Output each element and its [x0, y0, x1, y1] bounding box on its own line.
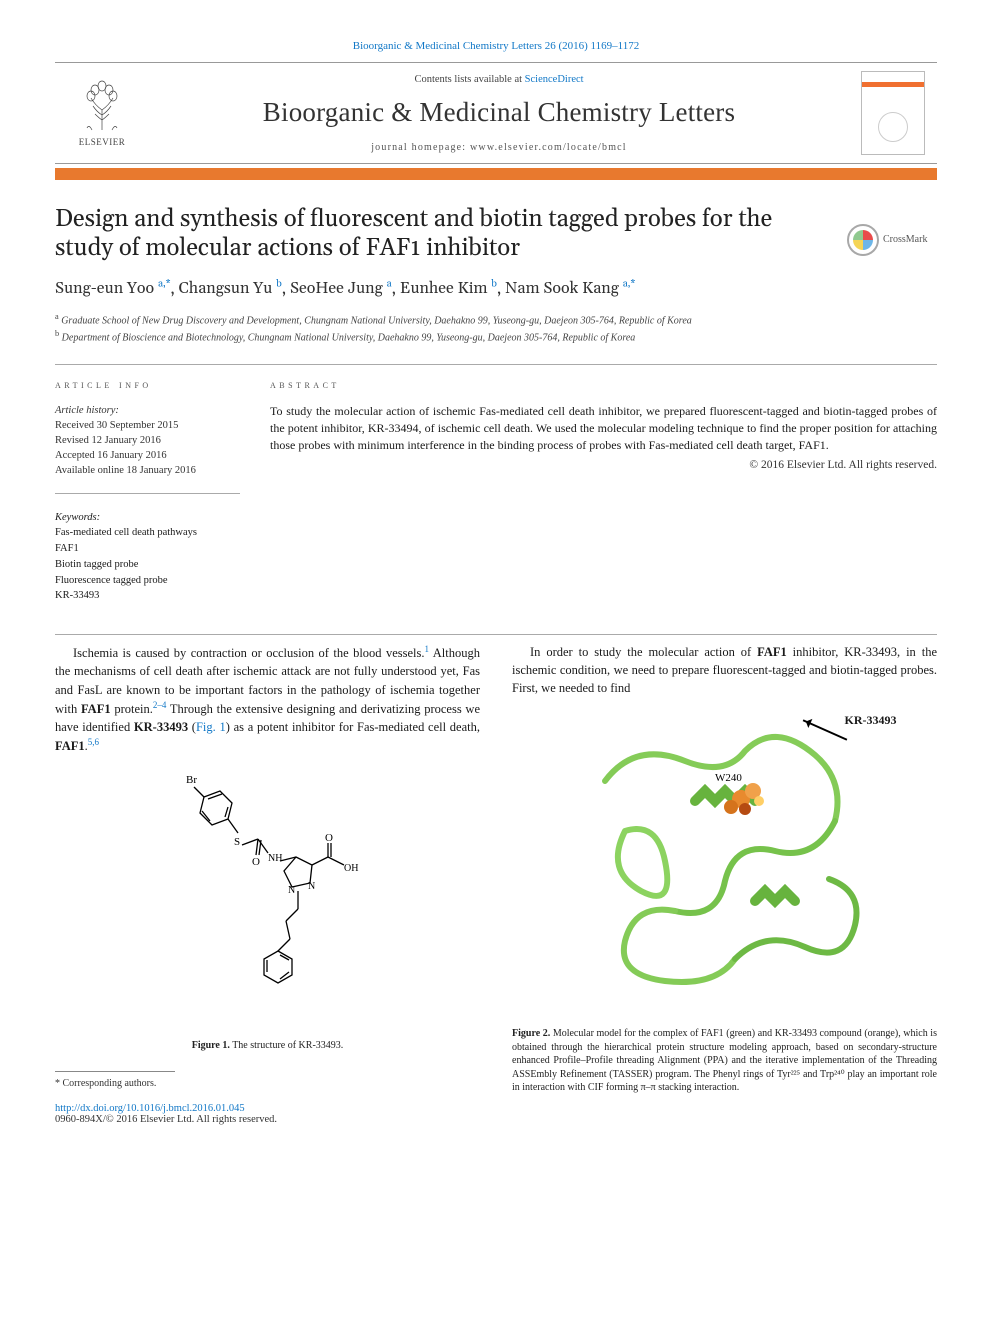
- svg-text:NH: NH: [268, 853, 282, 864]
- affil-link[interactable]: a,*: [158, 279, 170, 291]
- affil-link[interactable]: b: [276, 279, 282, 291]
- sciencedirect-link[interactable]: ScienceDirect: [525, 74, 584, 85]
- svg-text:O: O: [252, 856, 260, 868]
- svg-text:N: N: [308, 881, 315, 892]
- crossmark-icon: [847, 224, 879, 256]
- orange-divider-bar: [55, 168, 937, 180]
- journal-cover-thumb: [861, 71, 925, 155]
- journal-homepage: journal homepage: www.elsevier.com/locat…: [137, 142, 861, 153]
- svg-text:O: O: [325, 832, 333, 844]
- doi-link[interactable]: http://dx.doi.org/10.1016/j.bmcl.2016.01…: [55, 1103, 480, 1114]
- bottom-copyright: 0960-894X/© 2016 Elsevier Ltd. All right…: [55, 1114, 480, 1125]
- abstract-text: To study the molecular action of ischemi…: [270, 403, 937, 455]
- article-title: Design and synthesis of fluorescent and …: [55, 206, 937, 265]
- footnote-rule: [55, 1071, 175, 1072]
- publisher-name: ELSEVIER: [79, 137, 126, 147]
- keywords: Keywords: Fas-mediated cell death pathwa…: [55, 510, 240, 605]
- affil-link[interactable]: a,*: [623, 279, 635, 291]
- figure-1: Br S O NH: [55, 769, 480, 1053]
- elsevier-logo: ELSEVIER: [67, 73, 137, 153]
- contents-line: Contents lists available at ScienceDirec…: [137, 74, 861, 85]
- body-paragraph: Ischemia is caused by contraction or occ…: [55, 643, 480, 755]
- figure-2-ligand-label: KR-33493: [845, 713, 897, 728]
- author: Eunhee Kim b: [400, 279, 497, 299]
- affil-link[interactable]: b: [491, 279, 497, 291]
- figure-ref-link[interactable]: Fig. 1: [196, 720, 226, 734]
- svg-text:Br: Br: [186, 774, 197, 786]
- author: SeoHee Jung a: [290, 279, 392, 299]
- figure-1-caption: Figure 1. The structure of KR-33493.: [55, 1039, 480, 1053]
- author-list: Sung-eun Yoo a,*, Changsun Yu b, SeoHee …: [55, 279, 937, 299]
- ref-link[interactable]: 5,6: [88, 737, 99, 747]
- abstract-copyright: © 2016 Elsevier Ltd. All rights reserved…: [270, 459, 937, 471]
- svg-text:W240: W240: [715, 772, 742, 784]
- svg-text:S: S: [234, 836, 240, 848]
- crossmark-badge[interactable]: CrossMark: [847, 221, 937, 259]
- section-divider: [55, 634, 937, 635]
- svg-text:OH: OH: [344, 863, 358, 874]
- author: Nam Sook Kang a,*: [505, 279, 635, 299]
- ref-link[interactable]: 2–4: [153, 700, 167, 710]
- svg-text:N: N: [288, 885, 295, 896]
- affiliations: a Graduate School of New Drug Discovery …: [55, 311, 937, 346]
- article-info-heading: article info: [55, 379, 240, 391]
- affil-link[interactable]: a: [387, 279, 392, 291]
- citation-link[interactable]: Bioorganic & Medicinal Chemistry Letters…: [55, 40, 937, 52]
- section-divider: [55, 364, 937, 365]
- body-paragraph: In order to study the molecular action o…: [512, 643, 937, 697]
- author: Changsun Yu b: [179, 279, 282, 299]
- journal-banner: ELSEVIER Contents lists available at Sci…: [55, 62, 937, 164]
- article-history: Article history: Received 30 September 2…: [55, 403, 240, 494]
- journal-title: Bioorganic & Medicinal Chemistry Letters: [137, 97, 861, 128]
- abstract-heading: abstract: [270, 379, 937, 391]
- author: Sung-eun Yoo a,*: [55, 279, 170, 299]
- corresponding-note: * Corresponding authors.: [55, 1078, 480, 1089]
- figure-2-caption: Figure 2. Molecular model for the comple…: [512, 1027, 937, 1095]
- figure-2: KR-33493: [512, 711, 937, 1095]
